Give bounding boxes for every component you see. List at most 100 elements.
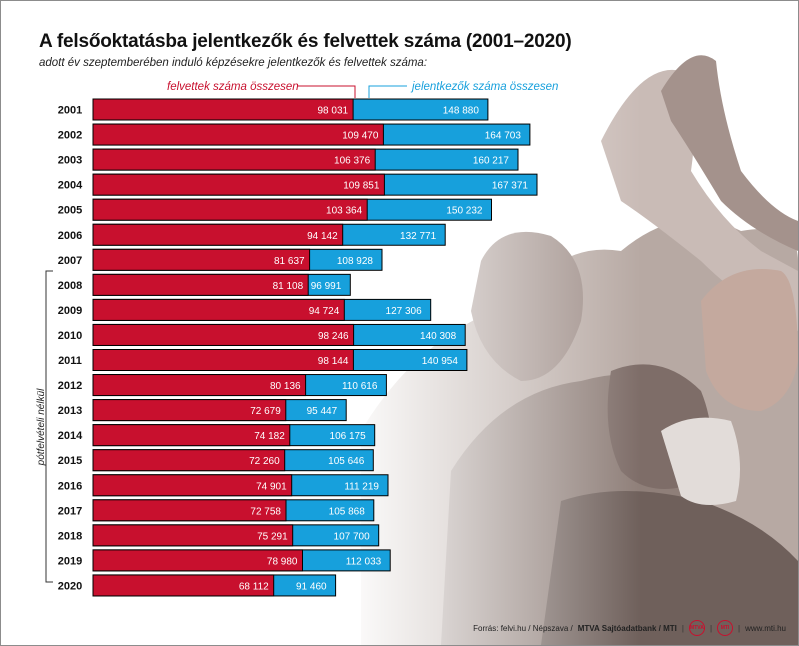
legend: felvettek száma összesen jelentkezők szá…	[167, 81, 558, 98]
value-label-admitted: 81 637	[274, 256, 305, 267]
year-label: 2015	[58, 455, 82, 467]
bar-admitted	[92, 374, 307, 397]
year-label: 2014	[58, 430, 83, 442]
bar-admitted	[92, 123, 384, 146]
year-label: 2004	[58, 180, 83, 192]
value-label-applicants: 150 232	[446, 206, 483, 217]
value-label-admitted: 103 364	[326, 206, 363, 217]
year-label: 2018	[58, 530, 82, 542]
value-label-admitted: 72 679	[250, 406, 281, 417]
year-label: 2010	[58, 330, 82, 342]
value-label-applicants: 148 880	[443, 106, 480, 117]
value-label-applicants: 160 217	[473, 156, 510, 167]
value-label-applicants: 91 460	[296, 582, 327, 593]
value-label-applicants: 105 868	[329, 506, 366, 517]
year-label: 2006	[58, 230, 82, 242]
value-label-admitted: 94 142	[307, 231, 338, 242]
legend-applicants-connector	[368, 85, 407, 98]
bar-admitted	[92, 474, 293, 497]
bar-admitted	[92, 524, 294, 547]
bar-admitted	[92, 98, 354, 121]
value-label-admitted: 75 291	[257, 531, 288, 542]
bar-admitted	[92, 298, 345, 321]
value-label-admitted: 74 182	[254, 431, 285, 442]
year-label: 2003	[58, 155, 82, 167]
bar-admitted	[92, 248, 311, 271]
bar-admitted	[92, 449, 286, 472]
chart-subtitle: adott év szeptemberében induló képzésekr…	[39, 57, 428, 69]
value-label-applicants: 106 175	[330, 431, 367, 442]
value-label-applicants: 112 033	[346, 556, 382, 567]
value-label-admitted: 106 376	[334, 156, 371, 167]
value-label-applicants: 140 954	[422, 356, 459, 367]
footer: Forrás: felvi.hu / Népszava / MTVA Sajtó…	[473, 620, 786, 636]
footer-separator: |	[681, 623, 684, 633]
bar-admitted	[92, 273, 309, 296]
year-label: 2016	[58, 480, 82, 492]
value-label-applicants: 96 991	[311, 281, 342, 292]
year-label: 2012	[58, 380, 82, 392]
year-label: 2017	[58, 505, 82, 517]
value-label-applicants: 110 616	[342, 381, 378, 392]
mti-logo-icon: MTI	[717, 620, 734, 636]
chart-title: A felsőoktatásba jelentkezők és felvette…	[39, 31, 572, 52]
no-supplementary-bracket: pótfelvételi nélkül	[36, 270, 53, 583]
value-label-admitted: 98 246	[318, 331, 349, 342]
bar-admitted	[92, 574, 275, 597]
legend-admitted-connector	[297, 85, 356, 98]
bar-admitted	[92, 223, 344, 246]
value-label-applicants: 111 219	[344, 481, 379, 492]
bar-admitted	[92, 424, 291, 447]
bar-admitted	[92, 198, 368, 221]
footer-separator: |	[709, 623, 713, 633]
value-label-applicants: 164 703	[485, 131, 522, 142]
value-label-admitted: 68 112	[239, 582, 269, 593]
legend-applicants: jelentkezők száma összesen	[410, 81, 558, 93]
legend-admitted: felvettek száma összesen	[167, 81, 299, 93]
bar-admitted	[92, 399, 287, 422]
value-label-applicants: 107 700	[334, 531, 371, 542]
year-label: 2019	[58, 555, 82, 567]
year-label: 2009	[58, 305, 82, 317]
value-label-applicants: 132 771	[400, 231, 437, 242]
bar-admitted	[92, 499, 287, 522]
year-label: 2001	[58, 105, 82, 117]
value-label-admitted: 98 031	[318, 106, 349, 117]
value-label-applicants: 105 646	[328, 456, 365, 467]
value-label-admitted: 80 136	[270, 381, 301, 392]
bar-admitted	[92, 349, 354, 371]
value-label-admitted: 72 758	[250, 506, 281, 517]
footer-url: www.mti.hu	[745, 623, 786, 633]
value-label-applicants: 167 371	[492, 181, 529, 192]
bar-admitted	[92, 323, 355, 346]
year-label: 2005	[58, 205, 82, 217]
bar-admitted	[92, 173, 385, 196]
mtva-logo-icon: MTVA	[688, 620, 705, 636]
value-label-applicants: 140 308	[420, 331, 457, 342]
bracket-label: pótfelvételi nélkül	[36, 388, 47, 466]
year-label: 2007	[58, 255, 82, 267]
year-label: 2020	[58, 581, 82, 593]
value-label-applicants: 127 306	[386, 306, 423, 317]
value-label-admitted: 72 260	[249, 456, 280, 467]
value-label-admitted: 98 144	[318, 356, 349, 367]
value-label-admitted: 109 470	[342, 131, 379, 142]
value-label-admitted: 109 851	[343, 181, 380, 192]
bar-admitted	[92, 549, 303, 572]
value-label-admitted: 74 901	[256, 481, 287, 492]
value-label-admitted: 81 108	[273, 281, 304, 292]
bar-admitted	[92, 148, 376, 171]
value-label-applicants: 95 447	[307, 406, 338, 417]
footer-agency: MTVA Sajtóadatbank / MTI	[577, 623, 677, 633]
year-label: 2008	[58, 280, 82, 292]
year-label: 2013	[58, 405, 82, 417]
value-label-admitted: 94 724	[309, 306, 340, 317]
year-label: 2011	[58, 355, 82, 367]
footer-separator: |	[738, 623, 741, 633]
value-label-admitted: 78 980	[267, 556, 298, 567]
year-label: 2002	[58, 130, 82, 142]
footer-source: Forrás: felvi.hu / Népszava /	[473, 623, 573, 633]
value-label-applicants: 108 928	[337, 256, 374, 267]
